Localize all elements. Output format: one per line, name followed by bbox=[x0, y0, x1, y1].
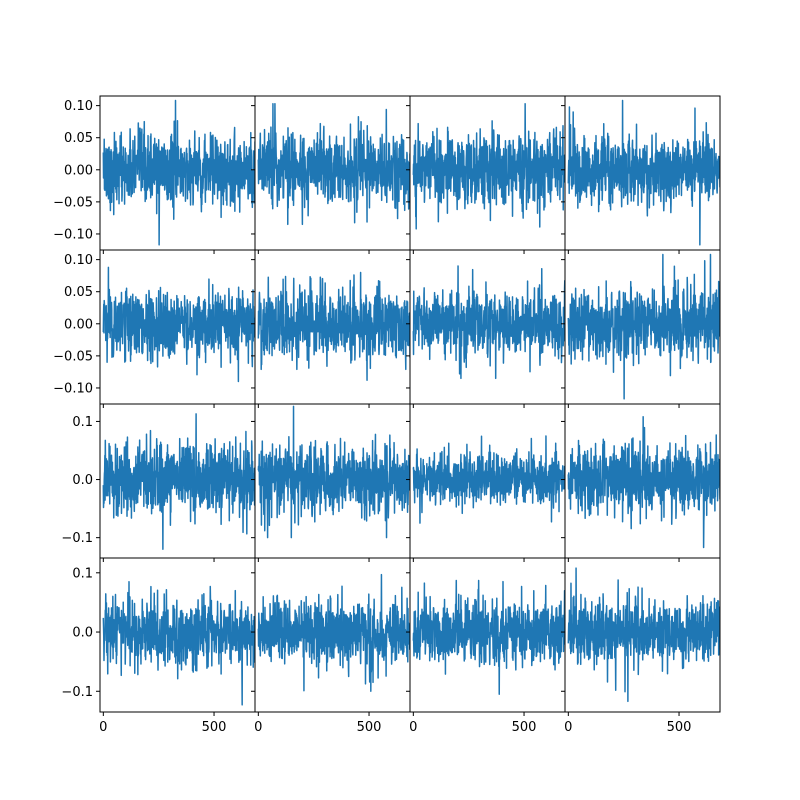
x-tick-label: 0 bbox=[99, 720, 107, 735]
x-tick-label: 0 bbox=[254, 720, 262, 735]
x-tick-label: 500 bbox=[357, 720, 382, 735]
y-tick-label: 0.0 bbox=[72, 473, 93, 488]
y-tick-label: 0.10 bbox=[64, 253, 93, 268]
y-tick-label: −0.1 bbox=[61, 685, 93, 700]
x-tick-label: 500 bbox=[512, 720, 537, 735]
series-line bbox=[567, 567, 720, 703]
x-tick-label: 0 bbox=[564, 720, 572, 735]
series-line bbox=[102, 266, 255, 383]
series-line bbox=[567, 416, 720, 549]
series-line bbox=[412, 579, 565, 695]
series-line bbox=[257, 102, 410, 226]
subplot-grid: −0.10−0.050.000.050.10−0.10−0.050.000.05… bbox=[53, 95, 721, 735]
y-tick-label: −0.05 bbox=[53, 349, 93, 364]
series-line bbox=[567, 99, 720, 246]
y-tick-label: −0.10 bbox=[53, 381, 93, 396]
series-line bbox=[102, 413, 255, 551]
x-tick-label: 500 bbox=[667, 720, 692, 735]
x-tick-label: 500 bbox=[202, 720, 227, 735]
subplot-r4-c4: 0 500 bbox=[561, 557, 721, 735]
y-tick-label: 0.0 bbox=[72, 626, 93, 641]
y-tick-label: 0.1 bbox=[72, 415, 93, 430]
y-tick-label: 0.1 bbox=[72, 566, 93, 581]
y-tick-label: 0.10 bbox=[64, 99, 93, 114]
series-line bbox=[412, 435, 565, 524]
series-line bbox=[412, 102, 565, 230]
y-tick-label: 0.05 bbox=[64, 285, 93, 300]
series-line bbox=[412, 265, 565, 380]
series-line bbox=[257, 405, 410, 539]
series-line bbox=[102, 580, 255, 706]
series-line bbox=[102, 99, 255, 246]
axes-frame bbox=[564, 557, 721, 713]
series-line bbox=[257, 573, 410, 693]
series-line bbox=[257, 271, 410, 382]
y-tick-label: 0.05 bbox=[64, 131, 93, 146]
series-line bbox=[567, 253, 720, 400]
y-tick-label: −0.10 bbox=[53, 227, 93, 242]
y-tick-label: −0.05 bbox=[53, 195, 93, 210]
subplot-r2-c1: −0.10 −0.05 0.00 0.05 0.10 bbox=[53, 249, 256, 408]
y-tick-label: 0.00 bbox=[64, 163, 93, 178]
x-tick-label: 0 bbox=[409, 720, 417, 735]
y-tick-label: 0.00 bbox=[64, 317, 93, 332]
y-tick-label: −0.1 bbox=[61, 531, 93, 546]
subplot-r4-c2: 0 500 bbox=[251, 557, 411, 735]
subplot-r4-c1: −0.1 0.0 0.1 0 500 bbox=[61, 557, 256, 735]
